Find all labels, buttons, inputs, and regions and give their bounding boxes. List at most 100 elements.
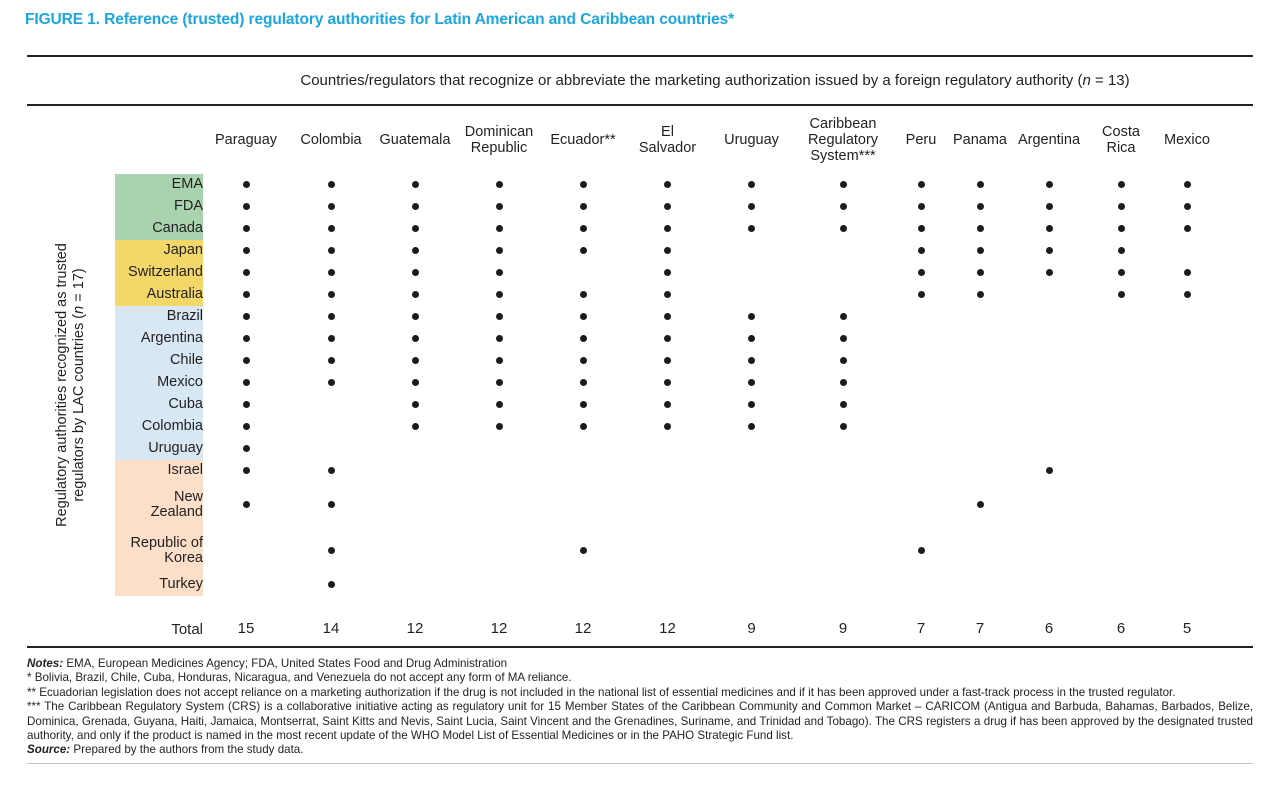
matrix-cell xyxy=(541,482,625,528)
matrix-row: Colombia xyxy=(115,416,1219,438)
matrix-cell xyxy=(793,196,893,218)
dot-marker xyxy=(495,423,503,431)
matrix-cell xyxy=(1011,306,1087,328)
matrix-cell xyxy=(710,196,793,218)
matrix-cell xyxy=(893,174,949,196)
total-value: 12 xyxy=(574,620,592,637)
row-label: Chile xyxy=(115,350,203,372)
matrix-cell xyxy=(289,284,373,306)
matrix-cell xyxy=(793,372,893,394)
matrix-cell xyxy=(793,482,893,528)
matrix-cell xyxy=(1155,528,1219,574)
figure-body: Countries/regulators that recognize or a… xyxy=(27,55,1253,764)
matrix-cell xyxy=(289,482,373,528)
dot-marker xyxy=(242,225,250,233)
dot-marker xyxy=(242,423,250,431)
column-header: Peru xyxy=(905,132,937,148)
matrix-cell xyxy=(625,284,710,306)
matrix-cell xyxy=(893,350,949,372)
matrix-cell xyxy=(289,460,373,482)
row-label: New Zealand xyxy=(115,482,203,528)
total-row: Total 15 14 12 12 12 12 9 9 7 7 6 6 5 xyxy=(115,596,1219,646)
dot-marker xyxy=(411,401,419,409)
matrix-cell xyxy=(893,416,949,438)
matrix-cell xyxy=(1087,528,1155,574)
rule-under-total xyxy=(27,646,1253,648)
dot-marker xyxy=(748,357,755,365)
matrix-row: Australia xyxy=(115,284,1219,306)
matrix-cell xyxy=(1087,262,1155,284)
total-value: 15 xyxy=(237,620,255,637)
matrix-row: Cuba xyxy=(115,394,1219,416)
matrix-cell xyxy=(203,394,289,416)
row-label: Switzerland xyxy=(115,262,203,284)
matrix-cell xyxy=(1011,240,1087,262)
matrix-row: Canada xyxy=(115,218,1219,240)
row-axis-label: Regulatory authorities recognized as tru… xyxy=(54,243,87,527)
notes-block: Notes: EMA, European Medicines Agency; F… xyxy=(27,657,1253,758)
matrix-cell xyxy=(457,482,541,528)
dot-marker xyxy=(917,247,925,255)
row-label: Japan xyxy=(115,240,203,262)
matrix-cell xyxy=(373,438,457,460)
column-header: Mexico xyxy=(1164,132,1210,148)
matrix-cell xyxy=(710,218,793,240)
row-label: Republic of Korea xyxy=(115,528,203,574)
dot-marker xyxy=(1183,225,1191,233)
matrix-cell xyxy=(457,328,541,350)
matrix-cell xyxy=(793,174,893,196)
matrix-cell xyxy=(541,262,625,284)
row-label: Mexico xyxy=(115,372,203,394)
matrix-cell xyxy=(373,416,457,438)
row-label: Brazil xyxy=(115,306,203,328)
matrix-cell xyxy=(1155,394,1219,416)
dot-marker xyxy=(748,181,755,189)
dot-marker xyxy=(976,291,984,299)
dot-marker xyxy=(839,181,847,189)
dot-marker xyxy=(411,423,419,431)
matrix-cell xyxy=(203,306,289,328)
dot-marker xyxy=(495,181,503,189)
dot-marker xyxy=(976,247,984,255)
matrix-cell xyxy=(710,240,793,262)
matrix-cell xyxy=(1087,196,1155,218)
total-value: 12 xyxy=(490,620,508,637)
total-value: 14 xyxy=(322,620,340,637)
matrix-cell xyxy=(1155,416,1219,438)
row-axis: Regulatory authorities recognized as tru… xyxy=(27,174,115,596)
matrix-cell xyxy=(203,350,289,372)
row-label: Israel xyxy=(115,460,203,482)
matrix-cell xyxy=(1011,328,1087,350)
dot-marker xyxy=(579,225,587,233)
total-value: 5 xyxy=(1182,620,1192,637)
column-header: Uruguay xyxy=(724,132,779,148)
matrix-cell xyxy=(625,262,710,284)
matrix-cell xyxy=(793,218,893,240)
dot-marker xyxy=(579,547,587,555)
matrix-cell xyxy=(289,438,373,460)
matrix-cell xyxy=(893,438,949,460)
matrix-cell xyxy=(1155,350,1219,372)
matrix-cell xyxy=(1011,416,1087,438)
column-header: Colombia xyxy=(300,132,362,148)
dot-marker xyxy=(327,501,335,509)
matrix-cell xyxy=(1087,174,1155,196)
matrix-cell xyxy=(373,328,457,350)
matrix-cell xyxy=(457,196,541,218)
dot-marker xyxy=(242,291,250,299)
matrix-cell xyxy=(373,196,457,218)
dot-marker xyxy=(579,291,587,299)
matrix-cell xyxy=(949,394,1011,416)
dot-marker xyxy=(495,269,503,277)
dot-marker xyxy=(1045,269,1053,277)
matrix-cell xyxy=(710,482,793,528)
dot-marker xyxy=(839,313,847,321)
figure-bottom-edge xyxy=(27,762,1253,764)
matrix-cell xyxy=(949,328,1011,350)
dot-marker xyxy=(748,225,755,233)
matrix-cell xyxy=(457,460,541,482)
matrix-cell xyxy=(289,350,373,372)
dot-marker xyxy=(1045,181,1053,189)
note-lead: Source: xyxy=(27,743,71,757)
matrix-row: Turkey xyxy=(115,574,1219,596)
